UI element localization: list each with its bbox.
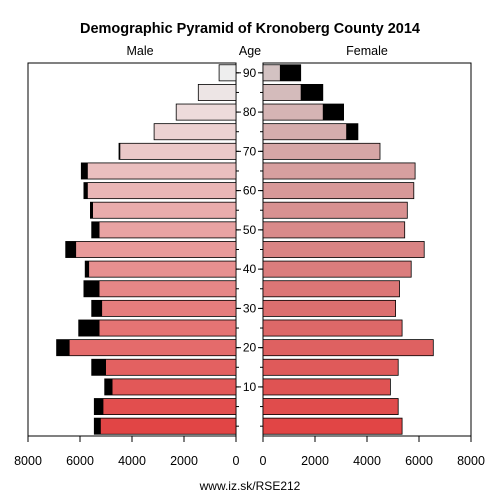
male-excess-age-15: [91, 359, 106, 376]
age-label: Age: [239, 44, 261, 58]
male-x-tick-label: 2000: [170, 454, 198, 468]
age-tick-label: 80: [243, 105, 257, 119]
female-excess-age-80: [322, 104, 344, 121]
footer-source: www.iz.sk/RSE212: [199, 479, 301, 493]
female-excess-age-75: [346, 123, 358, 140]
female-excess-age-85: [300, 84, 323, 101]
female-bar-age-60: [262, 182, 415, 200]
male-bar-age-10: [104, 378, 237, 396]
male-x-tick-label: 8000: [14, 454, 42, 468]
male-excess-age-60: [83, 182, 88, 199]
male-bar-age-40: [84, 260, 237, 278]
female-bar-age-40: [262, 260, 412, 278]
female-excess-age-90: [279, 64, 301, 81]
male-bar-age-35: [83, 280, 237, 298]
male-bar-age-80: [175, 103, 237, 121]
female-bar-age-55: [262, 201, 408, 219]
male-bar-age-60: [83, 182, 237, 200]
male-bar-age-90: [218, 64, 237, 82]
male-bar-age-0: [93, 417, 237, 435]
age-tick-label: 30: [243, 301, 257, 315]
female-x-tick-label: 8000: [457, 454, 485, 468]
male-label: Male: [126, 44, 153, 58]
male-bar-age-55: [90, 201, 237, 219]
male-x-tick-label: 0: [233, 454, 240, 468]
female-panel: [262, 62, 472, 437]
female-label: Female: [346, 44, 388, 58]
female-x-tick-label: 4000: [353, 454, 381, 468]
x-axis: 8000 6000 4000 2000 0 0 2000 4000 6000 8000: [14, 436, 485, 468]
chart-title: Demographic Pyramid of Kronoberg County …: [80, 21, 420, 37]
male-bar-age-15: [91, 358, 237, 376]
male-panel: [27, 62, 237, 437]
male-excess-age-45: [65, 241, 77, 258]
female-bar-age-5: [262, 398, 399, 416]
male-excess-age-5: [94, 398, 104, 415]
male-excess-age-70: [119, 143, 121, 160]
male-excess-age-40: [85, 261, 90, 278]
male-excess-age-65: [81, 162, 88, 180]
female-bar-age-20: [262, 339, 434, 357]
female-bar-age-65: [262, 162, 416, 180]
age-tick-label: 10: [243, 380, 257, 394]
male-bar-age-45: [65, 241, 237, 258]
male-bar-age-85: [197, 83, 237, 101]
male-excess-age-55: [90, 202, 93, 219]
female-x-tick-label: 2000: [301, 454, 329, 468]
male-bar-age-30: [91, 299, 237, 317]
male-bar-age-70: [118, 142, 237, 160]
male-excess-age-25: [78, 319, 100, 337]
female-bar-age-75: [262, 123, 359, 141]
age-tick-label: 40: [243, 262, 257, 276]
male-x-tick-label: 6000: [66, 454, 94, 468]
male-bar-age-50: [91, 221, 237, 239]
female-bar-age-70: [262, 142, 381, 160]
female-bar-age-15: [262, 358, 399, 376]
male-excess-age-35: [83, 280, 100, 297]
male-excess-age-10: [104, 378, 113, 395]
female-x-tick-label: 0: [260, 454, 267, 468]
male-bar-age-75: [153, 123, 237, 141]
female-bar-age-35: [262, 280, 400, 298]
male-bar-age-20: [56, 339, 237, 357]
age-tick-label: 60: [243, 184, 257, 198]
female-bar-age-10: [262, 378, 391, 396]
male-excess-age-20: [56, 339, 70, 356]
age-tick-label: 20: [243, 341, 257, 355]
male-bar-age-25: [78, 319, 237, 337]
female-bar-age-0: [262, 417, 403, 435]
male-excess-age-30: [91, 300, 103, 317]
male-bar-age-5: [93, 398, 237, 416]
male-excess-age-50: [91, 221, 100, 238]
male-excess-age-0: [94, 418, 101, 435]
male-x-tick-label: 4000: [118, 454, 146, 468]
female-bar-age-30: [262, 299, 397, 317]
age-tick-label: 70: [243, 144, 257, 158]
female-x-tick-label: 6000: [405, 454, 433, 468]
female-bar-age-25: [262, 319, 403, 337]
age-tick-label: 50: [243, 223, 257, 237]
female-bar-age-50: [262, 221, 406, 239]
male-bar-age-65: [80, 162, 237, 180]
age-tick-label: 90: [243, 66, 257, 80]
age-axis: 10 20 30 40 50 60 70 80 90: [236, 66, 263, 427]
female-bar-age-45: [262, 241, 425, 258]
